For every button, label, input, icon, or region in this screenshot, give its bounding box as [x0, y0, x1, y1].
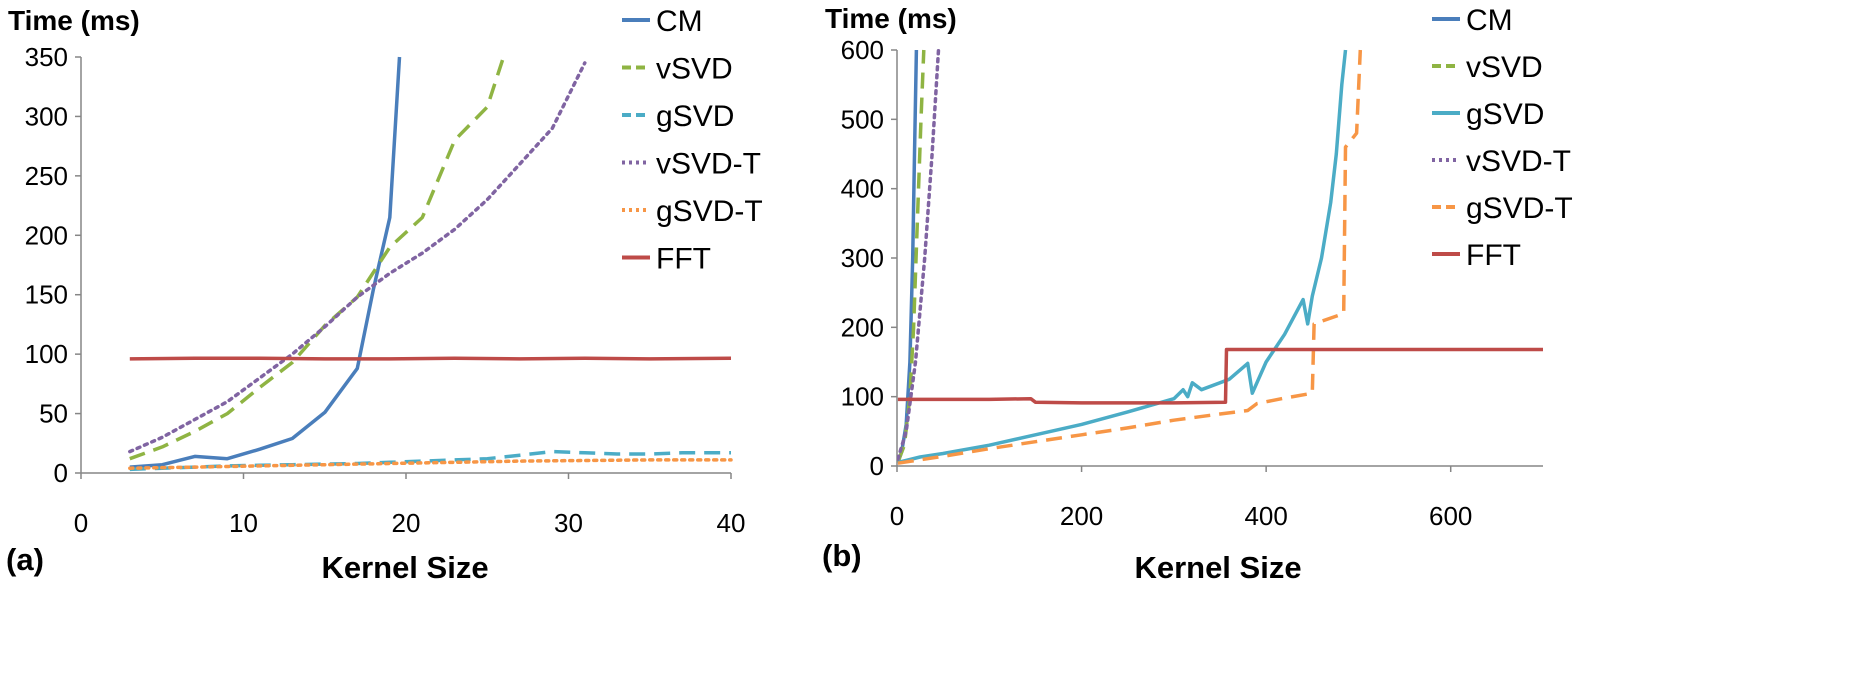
legend-label: gSVD [656, 100, 734, 133]
y-tick-label: 0 [870, 451, 884, 481]
legend-label: vSVD [1466, 51, 1543, 84]
y-tick-label: 600 [841, 35, 884, 65]
y-tick-label: 500 [841, 104, 884, 134]
plot-panel-a: 0 50 100 150 200 250 300 350 0 10 20 30 40 CM vSVD gSVD… [25, 5, 763, 538]
y-tick-label: 300 [25, 101, 68, 131]
y-tick-label: 100 [25, 339, 68, 369]
legend-label: vSVD [656, 53, 733, 86]
x-tick-label: 20 [392, 508, 421, 538]
legend-label: FFT [1466, 239, 1521, 272]
x-tick-label: 400 [1244, 501, 1287, 531]
y-tick-label: 100 [841, 382, 884, 412]
x-tick-label: 0 [74, 508, 88, 538]
series-line-vsvd [897, 49, 926, 463]
series-line-fft [129, 356, 732, 361]
y-tick-label: 0 [54, 458, 68, 488]
legend-label: vSVD-T [1466, 145, 1571, 178]
legend-label: gSVD [1466, 98, 1544, 131]
legend-label: CM [656, 5, 703, 38]
series-line-fft [897, 347, 1543, 405]
x-tick-label: 0 [890, 501, 904, 531]
x-axis-label-a: Kernel Size [321, 550, 488, 585]
series-group [128, 56, 733, 472]
legend-label: FFT [656, 243, 711, 276]
legend-label: gSVD-T [656, 195, 763, 228]
series-group [897, 48, 1543, 465]
legend-label: vSVD-T [656, 148, 761, 181]
y-tick-label: 200 [25, 220, 68, 250]
y-unit-label-b: Time (ms) [825, 3, 957, 34]
legend-label: gSVD-T [1466, 192, 1573, 225]
series-line-gsvd-t [128, 458, 733, 470]
y-tick-label: 300 [841, 243, 884, 273]
y-tick-label: 50 [39, 399, 68, 429]
x-tick-label: 200 [1060, 501, 1103, 531]
series-line-vsvd [129, 56, 506, 461]
series-line-vsvd-t [897, 48, 941, 461]
x-axis-label-b: Kernel Size [1134, 550, 1301, 585]
x-tick-label: 10 [229, 508, 258, 538]
plot-panel-b: 0 100 200 300 400 500 600 0 200 400 600 CM vSVD gSVD v… [841, 4, 1573, 531]
panel-label-b: (b) [822, 538, 862, 573]
legend-label: CM [1466, 4, 1513, 37]
y-tick-label: 350 [25, 42, 68, 72]
x-tick-label: 40 [717, 508, 746, 538]
panel-label-a: (a) [6, 542, 44, 577]
y-unit-label-a: Time (ms) [8, 5, 140, 36]
series-line-gsvd [897, 49, 1348, 465]
series-line-cm [129, 56, 402, 469]
series-line-gsvd-t [897, 49, 1363, 465]
y-tick-label: 250 [25, 161, 68, 191]
y-tick-label: 400 [841, 174, 884, 204]
y-tick-label: 150 [25, 280, 68, 310]
x-tick-label: 600 [1429, 501, 1472, 531]
series-line-gsvd [129, 449, 731, 472]
x-tick-label: 30 [554, 508, 583, 538]
y-tick-label: 200 [841, 312, 884, 342]
series-line-vsvd-t [128, 61, 587, 454]
